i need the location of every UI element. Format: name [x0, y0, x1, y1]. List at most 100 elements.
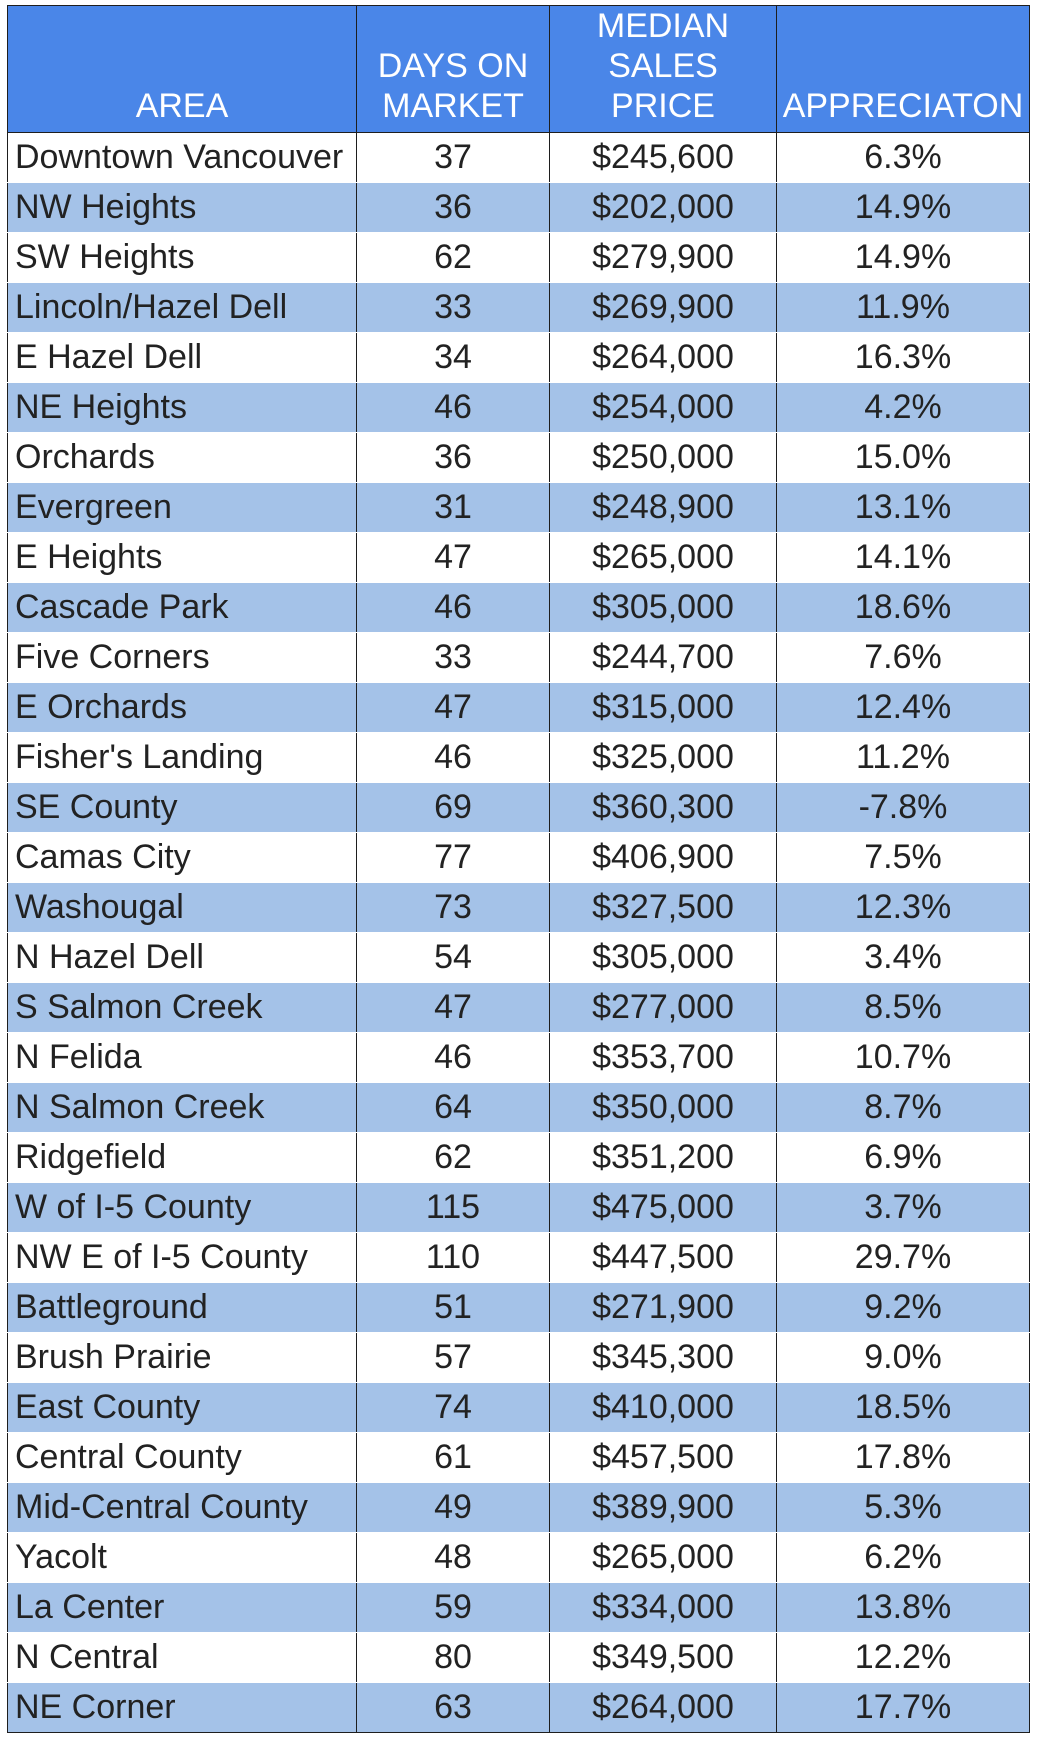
cell-median-sales-price: $264,000: [549, 1682, 777, 1733]
table-row: Battleground 51 $271,900 9.2%: [7, 1282, 1030, 1333]
cell-median-sales-price: $360,300: [549, 782, 777, 833]
cell-days-on-market: 47: [356, 982, 550, 1033]
cell-days-on-market: 37: [356, 132, 550, 183]
cell-days-on-market: 47: [356, 682, 550, 733]
cell-days-on-market: 49: [356, 1482, 550, 1533]
table-body: Downtown Vancouver 37 $245,600 6.3% NW Heigh…: [7, 132, 1030, 1733]
cell-appreciation: 5.3%: [776, 1482, 1030, 1533]
cell-appreciation: 11.2%: [776, 732, 1030, 783]
cell-appreciation: 15.0%: [776, 432, 1030, 483]
cell-appreciation: 17.8%: [776, 1432, 1030, 1483]
cell-days-on-market: 31: [356, 482, 550, 533]
cell-median-sales-price: $349,500: [549, 1632, 777, 1683]
table-row: E Hazel Dell 34 $264,000 16.3%: [7, 332, 1030, 383]
cell-area: La Center: [7, 1582, 357, 1633]
table-row: NE Heights 46 $254,000 4.2%: [7, 382, 1030, 433]
cell-area: Washougal: [7, 882, 357, 933]
table-header: AREA DAYS ON MARKET MEDIAN SALES PRICE A…: [7, 5, 1030, 133]
cell-days-on-market: 59: [356, 1582, 550, 1633]
table-row: Washougal 73 $327,500 12.3%: [7, 882, 1030, 933]
table-row: Evergreen 31 $248,900 13.1%: [7, 482, 1030, 533]
table-row: Cascade Park 46 $305,000 18.6%: [7, 582, 1030, 633]
table-row: E Heights 47 $265,000 14.1%: [7, 532, 1030, 583]
cell-median-sales-price: $202,000: [549, 182, 777, 233]
table-row: Downtown Vancouver 37 $245,600 6.3%: [7, 132, 1030, 183]
cell-appreciation: 18.5%: [776, 1382, 1030, 1433]
cell-median-sales-price: $410,000: [549, 1382, 777, 1433]
cell-median-sales-price: $250,000: [549, 432, 777, 483]
cell-appreciation: 6.2%: [776, 1532, 1030, 1583]
header-row: AREA DAYS ON MARKET MEDIAN SALES PRICE A…: [7, 5, 1030, 133]
cell-appreciation: -7.8%: [776, 782, 1030, 833]
table-row: NE Corner 63 $264,000 17.7%: [7, 1682, 1030, 1733]
cell-median-sales-price: $248,900: [549, 482, 777, 533]
cell-days-on-market: 74: [356, 1382, 550, 1433]
cell-appreciation: 12.2%: [776, 1632, 1030, 1683]
column-header-median-sales-price: MEDIAN SALES PRICE: [549, 5, 777, 133]
cell-median-sales-price: $271,900: [549, 1282, 777, 1333]
cell-median-sales-price: $350,000: [549, 1082, 777, 1133]
cell-area: SW Heights: [7, 232, 357, 283]
cell-median-sales-price: $475,000: [549, 1182, 777, 1233]
cell-area: NW E of I-5 County: [7, 1232, 357, 1283]
table-row: N Central 80 $349,500 12.2%: [7, 1632, 1030, 1683]
cell-median-sales-price: $447,500: [549, 1232, 777, 1283]
column-header-days-on-market: DAYS ON MARKET: [356, 5, 550, 133]
cell-median-sales-price: $353,700: [549, 1032, 777, 1083]
cell-appreciation: 13.8%: [776, 1582, 1030, 1633]
cell-days-on-market: 47: [356, 532, 550, 583]
cell-median-sales-price: $327,500: [549, 882, 777, 933]
cell-days-on-market: 36: [356, 182, 550, 233]
cell-days-on-market: 110: [356, 1232, 550, 1283]
cell-median-sales-price: $389,900: [549, 1482, 777, 1533]
cell-median-sales-price: $305,000: [549, 932, 777, 983]
cell-days-on-market: 54: [356, 932, 550, 983]
column-header-appreciation: APPRECIATON: [776, 5, 1030, 133]
cell-median-sales-price: $457,500: [549, 1432, 777, 1483]
cell-appreciation: 10.7%: [776, 1032, 1030, 1083]
table-row: La Center 59 $334,000 13.8%: [7, 1582, 1030, 1633]
cell-median-sales-price: $406,900: [549, 832, 777, 883]
cell-area: NE Heights: [7, 382, 357, 433]
cell-appreciation: 12.3%: [776, 882, 1030, 933]
cell-area: Evergreen: [7, 482, 357, 533]
cell-days-on-market: 61: [356, 1432, 550, 1483]
table-row: S Salmon Creek 47 $277,000 8.5%: [7, 982, 1030, 1033]
table-row: Orchards 36 $250,000 15.0%: [7, 432, 1030, 483]
table-row: Yacolt 48 $265,000 6.2%: [7, 1532, 1030, 1583]
cell-area: NE Corner: [7, 1682, 357, 1733]
table-row: Fisher's Landing 46 $325,000 11.2%: [7, 732, 1030, 783]
cell-days-on-market: 46: [356, 382, 550, 433]
cell-area: East County: [7, 1382, 357, 1433]
cell-area: Ridgefield: [7, 1132, 357, 1183]
cell-median-sales-price: $265,000: [549, 532, 777, 583]
table-row: N Hazel Dell 54 $305,000 3.4%: [7, 932, 1030, 983]
cell-median-sales-price: $244,700: [549, 632, 777, 683]
table-row: W of I-5 County 115 $475,000 3.7%: [7, 1182, 1030, 1233]
cell-median-sales-price: $325,000: [549, 732, 777, 783]
cell-days-on-market: 73: [356, 882, 550, 933]
table-row: East County 74 $410,000 18.5%: [7, 1382, 1030, 1433]
cell-median-sales-price: $305,000: [549, 582, 777, 633]
cell-days-on-market: 33: [356, 282, 550, 333]
cell-appreciation: 14.9%: [776, 232, 1030, 283]
cell-appreciation: 8.5%: [776, 982, 1030, 1033]
cell-appreciation: 4.2%: [776, 382, 1030, 433]
cell-median-sales-price: $264,000: [549, 332, 777, 383]
cell-days-on-market: 51: [356, 1282, 550, 1333]
cell-area: NW Heights: [7, 182, 357, 233]
cell-area: Fisher's Landing: [7, 732, 357, 783]
cell-median-sales-price: $265,000: [549, 1532, 777, 1583]
market-data-table: AREA DAYS ON MARKET MEDIAN SALES PRICE A…: [7, 5, 1030, 1733]
cell-median-sales-price: $345,300: [549, 1332, 777, 1383]
table-row: N Felida 46 $353,700 10.7%: [7, 1032, 1030, 1083]
cell-area: E Heights: [7, 532, 357, 583]
cell-area: N Salmon Creek: [7, 1082, 357, 1133]
cell-appreciation: 14.1%: [776, 532, 1030, 583]
cell-appreciation: 17.7%: [776, 1682, 1030, 1733]
cell-appreciation: 6.9%: [776, 1132, 1030, 1183]
cell-days-on-market: 34: [356, 332, 550, 383]
cell-days-on-market: 115: [356, 1182, 550, 1233]
cell-area: E Hazel Dell: [7, 332, 357, 383]
cell-area: Orchards: [7, 432, 357, 483]
